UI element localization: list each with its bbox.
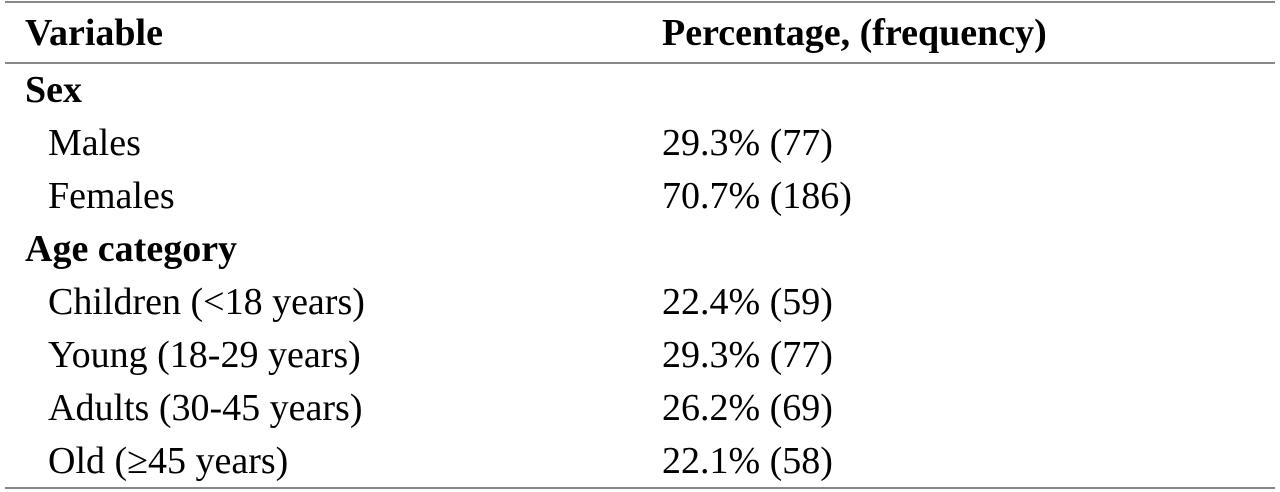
section-row: Sex — [0, 63, 1280, 116]
header-cell: Variable — [25, 11, 163, 54]
header-rule — [5, 62, 1275, 64]
section-title: Sex — [25, 68, 82, 111]
data-row: Children (<18 years) 22.4% (59) — [0, 275, 1280, 328]
variable-cell: Old (≥45 years) — [48, 439, 289, 482]
value-cell: 70.7% (186) — [662, 174, 852, 217]
value-cell: 29.3% (77) — [662, 121, 833, 164]
variable-cell: Males — [48, 121, 141, 164]
data-row: Old (≥45 years) 22.1% (58) — [0, 434, 1280, 487]
variable-cell: Adults (30-45 years) — [48, 386, 363, 429]
data-row: Young (18-29 years) 29.3% (77) — [0, 328, 1280, 381]
section-row: Age category — [0, 222, 1280, 275]
bottom-rule — [5, 487, 1275, 489]
variable-cell: Females — [48, 174, 175, 217]
header-cell: Percentage, (frequency) — [662, 11, 1047, 54]
value-cell: 29.3% (77) — [662, 333, 833, 376]
value-cell: 26.2% (69) — [662, 386, 833, 429]
section-title: Age category — [25, 227, 238, 270]
data-row: Females 70.7% (186) — [0, 169, 1280, 222]
top-rule — [5, 1, 1275, 3]
data-row: Males 29.3% (77) — [0, 116, 1280, 169]
data-row: Adults (30-45 years) 26.2% (69) — [0, 381, 1280, 434]
value-cell: 22.4% (59) — [662, 280, 833, 323]
variable-cell: Children (<18 years) — [48, 280, 365, 323]
header-row: Variable Percentage, (frequency) — [0, 2, 1280, 63]
variable-cell: Young (18-29 years) — [48, 333, 361, 376]
value-cell: 22.1% (58) — [662, 439, 833, 482]
